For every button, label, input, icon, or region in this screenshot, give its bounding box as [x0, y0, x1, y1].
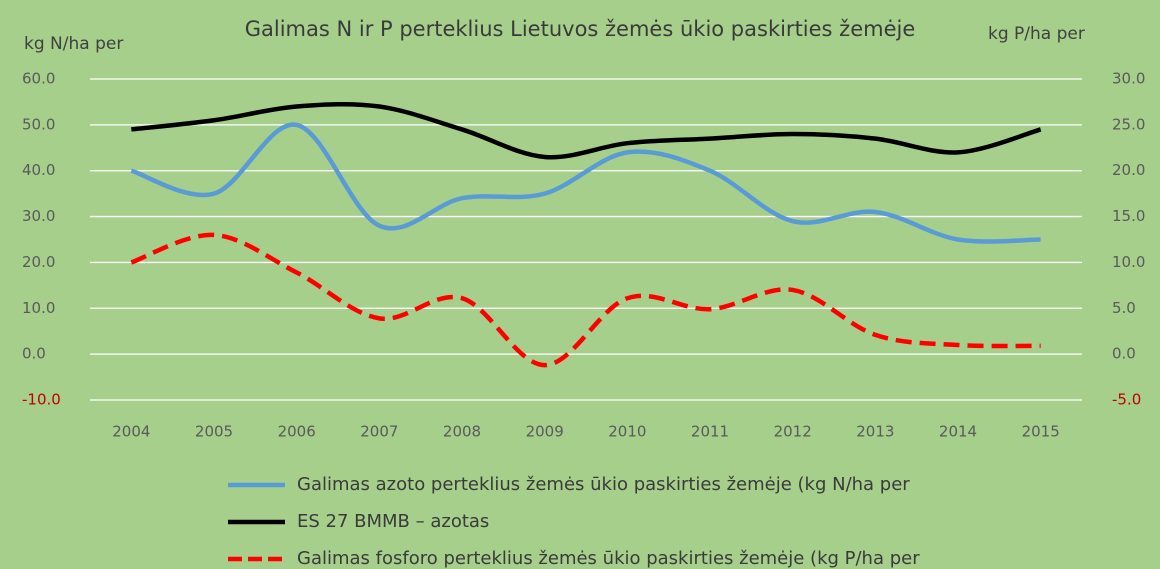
x-tick-label: 2012	[774, 423, 812, 441]
y-tick-label: 60.0	[22, 70, 55, 88]
x-tick-label: 2006	[278, 423, 316, 441]
y2-tick-label: 5.0	[1112, 299, 1136, 317]
x-tick-label: 2005	[195, 423, 233, 441]
x-tick-label: 2011	[691, 423, 729, 441]
y-tick-label: -10.0	[22, 391, 61, 409]
x-tick-label: 2010	[608, 423, 646, 441]
x-tick-label: 2013	[856, 423, 894, 441]
y-axis-label: kg N/ha per	[24, 34, 123, 54]
series-line	[130, 122, 1041, 244]
y2-tick-label: 25.0	[1112, 115, 1145, 133]
legend-label: ES 27 BMMB – azotas	[297, 511, 489, 532]
x-tick-label: 2014	[939, 423, 977, 441]
legend-label: Galimas azoto perteklius žemės ūkio pask…	[297, 474, 910, 495]
y2-tick-label: -5.0	[1112, 391, 1141, 409]
x-tick-label: 2008	[443, 423, 481, 441]
series-line	[130, 232, 1041, 368]
y2-tick-label: 20.0	[1112, 161, 1145, 179]
y-tick-label: 50.0	[22, 115, 55, 133]
y2-axis-label: kg P/ha per	[988, 24, 1085, 44]
legend-label: Galimas fosforo perteklius žemės ūkio pa…	[297, 548, 920, 569]
chart-title: Galimas N ir P perteklius Lietuvos žemės…	[245, 17, 916, 41]
series-line	[131, 101, 1042, 160]
y-tick-label: 40.0	[22, 161, 55, 179]
y-tick-label: 10.0	[22, 299, 55, 317]
x-tick-label: 2007	[360, 423, 398, 441]
y-tick-label: 0.0	[22, 345, 46, 363]
y2-tick-label: 10.0	[1112, 253, 1145, 271]
y-tick-label: 30.0	[22, 207, 55, 225]
x-tick-label: 2015	[1022, 423, 1060, 441]
x-tick-label: 2009	[526, 423, 564, 441]
y-tick-label: 20.0	[22, 253, 55, 271]
y2-tick-label: 0.0	[1112, 345, 1136, 363]
y2-tick-label: 30.0	[1112, 70, 1145, 88]
y2-tick-label: 15.0	[1112, 207, 1145, 225]
x-tick-label: 2004	[112, 423, 150, 441]
